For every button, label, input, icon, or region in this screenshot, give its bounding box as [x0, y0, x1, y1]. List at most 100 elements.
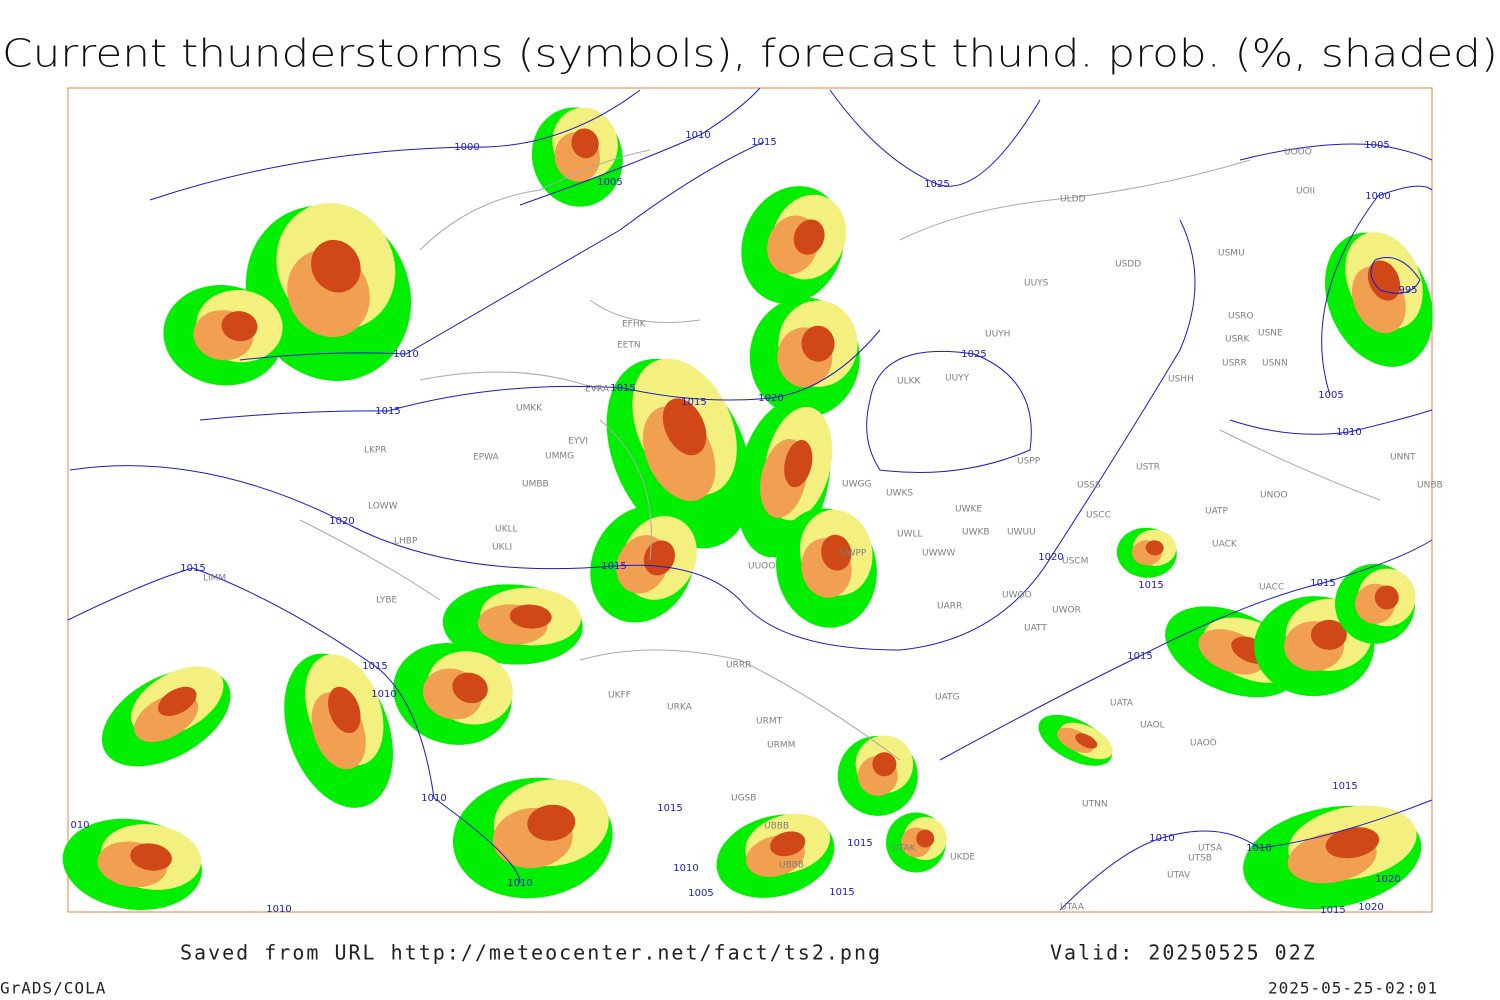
- station-label: UKFF: [608, 691, 631, 701]
- storm-shading: [157, 686, 197, 717]
- station-label: UWLL: [897, 530, 923, 540]
- isobar-label: 1015: [847, 838, 872, 849]
- station-label: UWOO: [1002, 591, 1032, 601]
- isobar: [199, 329, 881, 421]
- isobar-label: 1005: [597, 177, 622, 188]
- station-label: UTSB: [1188, 854, 1212, 864]
- station-label: UNOO: [1260, 491, 1288, 501]
- station-label: USRO: [1228, 312, 1254, 322]
- isobar-label: 1010: [507, 878, 532, 889]
- station-label: UNNT: [1390, 453, 1416, 463]
- station-label: UWPP: [840, 549, 867, 559]
- isobar-label: 1015: [1332, 781, 1357, 792]
- station-label: UOOO: [1284, 148, 1312, 158]
- station-label: LOWW: [368, 502, 398, 512]
- isobar-label: 1010: [685, 130, 710, 141]
- isobar-label: 1020: [1375, 874, 1400, 885]
- isobar-label: 1020: [1358, 902, 1383, 913]
- station-label: LIMM: [203, 574, 226, 584]
- isobar-label: 1020: [1038, 552, 1063, 563]
- station-label: USDD: [1115, 260, 1141, 270]
- isobar-label: 1010: [1336, 427, 1361, 438]
- isobar-label: 1010: [673, 863, 698, 874]
- station-label: UMBB: [522, 480, 549, 490]
- station-label: USMU: [1218, 249, 1245, 259]
- station-label: UTAA: [1060, 903, 1085, 913]
- storm-shading: [130, 843, 172, 871]
- isobar: [829, 89, 1041, 187]
- isobar-label: 1015: [610, 383, 635, 394]
- storm-shading: [872, 752, 897, 777]
- timestamp: 2025-05-25-02:01: [1268, 979, 1438, 998]
- storm-shading: [1075, 733, 1098, 749]
- station-label: USSS: [1077, 481, 1101, 491]
- isobar-label: 1015: [362, 661, 387, 672]
- station-label: USTR: [1136, 463, 1160, 473]
- station-label: UKLI: [492, 543, 512, 553]
- isobar-label: 1010: [266, 904, 291, 915]
- station-label: UUYY: [945, 374, 970, 384]
- isobar: [1059, 799, 1433, 911]
- station-label: UWKB: [962, 528, 990, 538]
- isobars: [67, 87, 1433, 911]
- station-label: UTAK: [892, 844, 917, 854]
- station-label: UATP: [1205, 507, 1229, 517]
- station-label: UWGG: [842, 480, 871, 490]
- station-label: USHH: [1168, 375, 1194, 385]
- station-label: UTSA: [1198, 844, 1223, 854]
- station-label: EPWA: [473, 453, 500, 463]
- isobar-label: 1015: [601, 561, 626, 572]
- storm-shading: [221, 311, 258, 342]
- storm-shading: [916, 829, 935, 848]
- station-label-layer: ULDD USDD USMU UUYS UOOO UOII USRO USRK USNE USRR…: [203, 148, 1443, 913]
- station-label: EYVI: [568, 437, 588, 447]
- isobar: [1321, 185, 1433, 396]
- storm-shading: [1325, 827, 1380, 859]
- station-label: UATT: [1024, 624, 1047, 634]
- isobar: [67, 567, 521, 884]
- station-label: ULDD: [1060, 195, 1086, 205]
- isobar-label: 1015: [829, 887, 854, 898]
- station-label: UACC: [1259, 583, 1284, 593]
- station-label: UACK: [1212, 540, 1238, 550]
- storm-shading: [821, 534, 852, 571]
- isobar-label: 1020: [329, 516, 354, 527]
- isobar: [1229, 409, 1433, 435]
- isobar: [866, 350, 1032, 473]
- station-label: EETN: [617, 341, 641, 351]
- isobar: [239, 141, 765, 361]
- isobar-label: 1015: [1310, 578, 1335, 589]
- station-label: USRR: [1222, 359, 1247, 369]
- station-label: LHBP: [394, 537, 418, 547]
- isobar: [519, 87, 761, 206]
- storm-shading: [452, 672, 488, 704]
- station-label: UWKE: [955, 505, 982, 515]
- isobar-label: 1020: [758, 393, 783, 404]
- isobar-label: 010: [70, 820, 89, 831]
- isobar-label: 1010: [421, 793, 446, 804]
- station-label: UARR: [937, 602, 962, 612]
- storm-shading: [1310, 619, 1347, 650]
- station-label: UAOO: [1190, 739, 1217, 749]
- storm-shading: [784, 439, 813, 488]
- coastlines: [299, 149, 1381, 761]
- station-label: EVRA: [585, 385, 610, 395]
- station-label: UBBB: [779, 861, 804, 871]
- station-label: LKPR: [364, 446, 387, 456]
- isobar-label: 1015: [375, 406, 400, 417]
- isobar-label: 1015: [180, 563, 205, 574]
- isobar: [1239, 143, 1433, 161]
- station-label: ULKK: [897, 377, 922, 387]
- isobar-label: 1005: [688, 888, 713, 899]
- station-label: UTNN: [1082, 800, 1108, 810]
- station-label: UATG: [935, 693, 960, 703]
- isobar-label: 995: [1398, 285, 1417, 296]
- isobar-label: 1000: [1365, 191, 1390, 202]
- title: Current thunderstorms (symbols), forecas…: [2, 32, 1498, 76]
- storm-shading: [509, 604, 552, 629]
- isobar-label-layer: 1000 1010 1015 1005 1025 1010 1015 1015 …: [70, 130, 1417, 916]
- isobar-label: 1015: [1138, 580, 1163, 591]
- station-label: UMKK: [516, 404, 543, 414]
